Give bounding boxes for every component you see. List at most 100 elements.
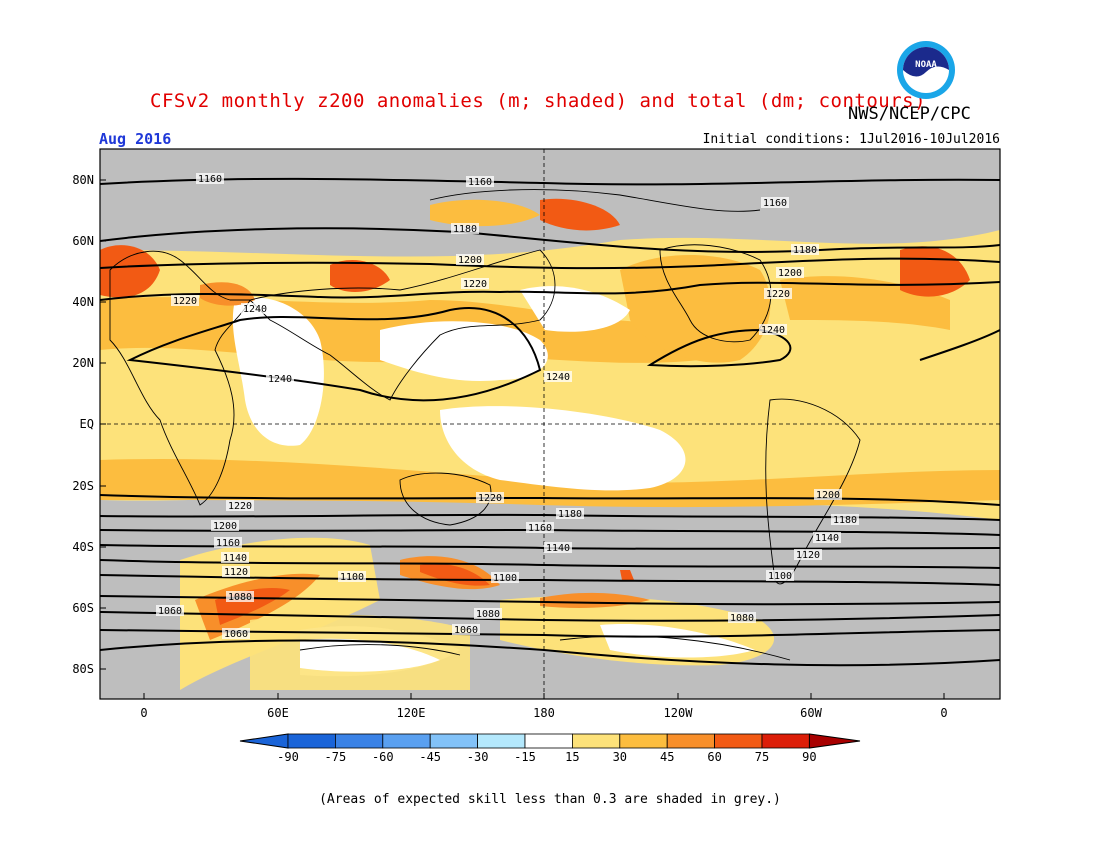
colorbar-tick-label: 75: [755, 750, 769, 764]
lat-label: 60S: [72, 601, 94, 615]
chart-title: CFSv2 monthly z200 anomalies (m; shaded)…: [150, 90, 927, 112]
contour-label-bg: [764, 288, 792, 299]
contour-label: 1220: [766, 289, 790, 300]
contour-label: 1140: [223, 553, 247, 564]
contour-label: 1240: [761, 325, 785, 336]
colorbar-tick-label: -15: [514, 750, 536, 764]
contour-label: 1080: [730, 613, 754, 624]
colorbar-arrow-low: [239, 733, 289, 749]
lat-label: EQ: [80, 417, 94, 431]
agency-label: NWS/NCEP/CPC: [848, 104, 971, 124]
lon-label: 0: [940, 706, 947, 720]
contour-label: 1080: [228, 592, 252, 603]
colorbar-swatch: [334, 733, 384, 749]
noaa-logo: NOAA: [897, 41, 955, 99]
contour-label: 1180: [558, 509, 582, 520]
colorbar-tick-label: -60: [372, 750, 394, 764]
lat-label: 80N: [72, 173, 94, 187]
colorbar-tick-label: -75: [325, 750, 347, 764]
colorbar-swatch: [619, 733, 668, 749]
contour-label-bg: [222, 566, 250, 577]
contour-label-bg: [831, 514, 859, 525]
noaa-logo-text: NOAA: [915, 60, 937, 70]
lon-label: 60E: [267, 706, 289, 720]
contour-label-bg: [214, 537, 242, 548]
contour-label: 1080: [476, 609, 500, 620]
contour-label: 1120: [796, 550, 820, 561]
contour-label-bg: [451, 223, 479, 234]
colorbar-swatch: [761, 733, 810, 749]
contour-label-bg: [814, 489, 842, 500]
longitude-labels: 0 60E 120E 180 120W 60W 0: [140, 693, 948, 720]
forecast-month: Aug 2016: [99, 130, 172, 148]
contour-label: 1200: [213, 521, 237, 532]
contour-label: 1220: [478, 493, 502, 504]
contour-label: 1200: [778, 268, 802, 279]
contour-label: 1100: [340, 572, 364, 583]
contour-label: 1100: [493, 573, 517, 584]
lon-label: 60W: [800, 706, 822, 720]
contour-label-bg: [766, 570, 794, 581]
colorbar: -90 -75 -60 -45 -30 -15 15 30 45 60 75 90: [239, 733, 861, 764]
contour-label-bg: [226, 500, 254, 511]
contour-label-bg: [156, 605, 184, 616]
contour-label-bg: [544, 371, 572, 382]
contour-label-bg: [556, 508, 584, 519]
contour-label-bg: [241, 303, 269, 314]
contour-label-bg: [491, 572, 519, 583]
colorbar-swatch: [429, 733, 479, 749]
contour-label-bg: [338, 571, 366, 582]
contour-label: 1240: [243, 304, 267, 315]
contour-label: 1160: [198, 174, 222, 185]
contour-label-bg: [266, 373, 294, 384]
skill-footnote: (Areas of expected skill less than 0.3 a…: [319, 792, 781, 807]
contour-labels: 1160 1160 1160 1180 1180 1200 1200 1220 1220 1220…: [156, 173, 859, 640]
latitude-labels: 80N 60N 40N 20N EQ 20S 40S 60S 80S: [72, 173, 106, 676]
lon-label: 120E: [397, 706, 426, 720]
colorbar-swatch: [287, 733, 336, 749]
contour-label: 1160: [763, 198, 787, 209]
height-contours: [100, 177, 1000, 667]
colorbar-tick-label: -90: [277, 750, 299, 764]
contour-label-bg: [759, 324, 787, 335]
colorbar-swatch: [666, 733, 716, 749]
lon-label: 180: [533, 706, 555, 720]
lon-label: 0: [140, 706, 147, 720]
contour-label: 1220: [463, 279, 487, 290]
contour-label-bg: [776, 267, 804, 278]
contour-label-bg: [452, 624, 480, 635]
colorbar-tick-label: -30: [467, 750, 489, 764]
lat-label: 20S: [72, 479, 94, 493]
colorbar-tick-label: 15: [565, 750, 579, 764]
contour-label: 1160: [528, 523, 552, 534]
contour-label-bg: [226, 591, 254, 602]
lat-label: 20N: [72, 356, 94, 370]
contour-label-bg: [466, 176, 494, 187]
contour-label-bg: [544, 542, 572, 553]
contour-label: 1120: [224, 567, 248, 578]
contour-label: 1060: [224, 629, 248, 640]
colorbar-tick-label: 45: [660, 750, 674, 764]
contour-label-bg: [461, 278, 489, 289]
contour-label-bg: [794, 549, 822, 560]
contour-label: 1180: [833, 515, 857, 526]
contour-label-bg: [791, 244, 819, 255]
colorbar-swatch: [572, 733, 621, 749]
colorbar-tick-label: -45: [419, 750, 441, 764]
contour-label-bg: [476, 492, 504, 503]
contour-label-bg: [813, 532, 841, 543]
coastlines: [109, 189, 861, 661]
map-frame: [99, 148, 1001, 700]
lat-label: 80S: [72, 662, 94, 676]
contour-label-bg: [211, 520, 239, 531]
contour-label-bg: [474, 608, 502, 619]
contour-label-bg: [196, 173, 224, 184]
contour-label: 1060: [158, 606, 182, 617]
contour-label-bg: [171, 295, 199, 306]
lat-label: 40S: [72, 540, 94, 554]
contour-label-bg: [526, 522, 554, 533]
colorbar-tick-label: 90: [802, 750, 816, 764]
contour-label-bg: [456, 254, 484, 265]
contour-label: 1240: [268, 374, 292, 385]
